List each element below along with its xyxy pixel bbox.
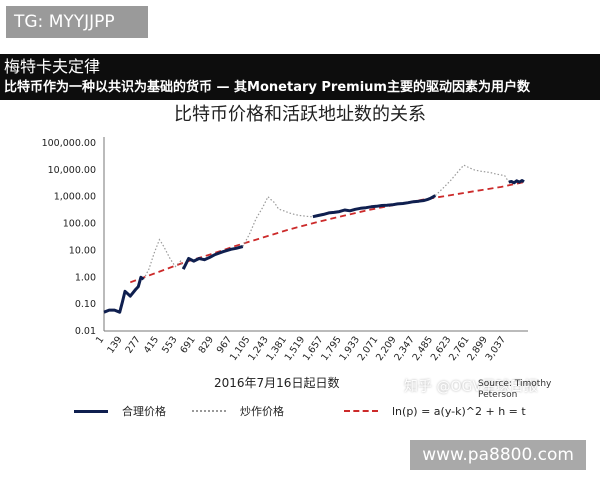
legend-label-speculative-price: 炒作价格 (240, 405, 284, 418)
source-note: Source: Timothy Peterson (478, 379, 552, 400)
title-banner: 梅特卡夫定律 比特币作为一种以共识为基础的货币 — 其Monetary Prem… (0, 54, 600, 100)
series-trend-curve (129, 181, 525, 284)
series-speculative-price-line (242, 195, 313, 247)
y-tick-label: 0.01 (75, 326, 96, 337)
y-tick-label: 0.10 (75, 299, 96, 310)
y-tick-label: 100.00 (63, 219, 96, 230)
y-tick-label: 1,000.00 (54, 192, 96, 203)
series-speculative-price-line (143, 238, 184, 280)
x-tick-label: 829 (197, 334, 216, 355)
chart-title: 比特币价格和活跃地址数的关系 (174, 104, 426, 125)
x-tick-label: 691 (178, 334, 197, 355)
y-tick-label: 10,000.00 (48, 165, 96, 176)
x-tick-label: 277 (124, 334, 143, 355)
x-tick-label: 3,037 (484, 334, 509, 363)
series-fair-price-line (312, 194, 437, 219)
legend-item-trend-formula: ln(p) = a(y-k)^2 + h = t (344, 402, 526, 420)
x-tick-label: 139 (105, 334, 124, 355)
legend-item-speculative-price: 炒作价格 (192, 402, 284, 420)
legend-swatch-fair-price (74, 409, 108, 413)
series-speculative-price-line (434, 164, 510, 197)
url-watermark: www.pa8800.com (410, 440, 586, 470)
legend-label-fair-price: 合理价格 (122, 405, 166, 418)
legend-swatch-speculative-price (192, 410, 226, 412)
banner-subtitle: 比特币作为一种以共识为基础的货币 — 其Monetary Premium主要的驱… (4, 80, 530, 95)
y-tick-label: 1.00 (75, 272, 96, 283)
x-tick-label: 1 (94, 334, 106, 345)
x-axis-label: 2016年7月16日起日数 (214, 376, 340, 390)
legend-item-fair-price: 合理价格 (74, 402, 166, 420)
zhihu-watermark: 知乎 @OGV星球日报 (404, 379, 538, 395)
x-tick-label: 553 (160, 334, 179, 355)
y-tick-label: 10.00 (69, 245, 96, 256)
y-tick-label: 100,000.00 (42, 138, 96, 149)
banner-title: 梅特卡夫定律 (4, 57, 101, 76)
series-fair-price-line (181, 245, 244, 270)
series-fair-price-line (103, 275, 145, 314)
legend-label-trend-formula: ln(p) = a(y-k)^2 + h = t (392, 404, 526, 418)
tg-badge: TG: MYYJJPP (6, 6, 148, 38)
legend-swatch-trend (344, 410, 378, 412)
x-tick-label: 415 (142, 334, 161, 355)
series-fair-price-line (508, 179, 525, 185)
